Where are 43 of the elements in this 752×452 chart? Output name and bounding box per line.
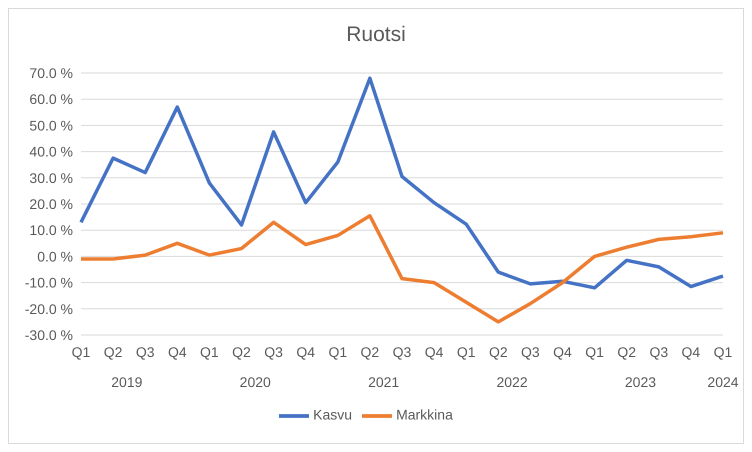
x-tick-label: Q3 [264,344,284,360]
y-tick-label: -30.0 % [24,326,73,343]
y-tick-label: 40.0 % [29,144,73,160]
line-series [79,214,725,324]
legend-label: Markkina [396,406,453,423]
y-tick-label: 20.0 % [29,196,73,212]
x-tick-label: Q2 [232,344,252,360]
text: 2019 [111,374,143,390]
x-tick-label: Q4 [553,344,572,360]
text: 2023 [624,374,656,390]
x-tick-label: Q1 [714,344,733,360]
legend-label: Kasvu [313,406,352,423]
y-tick-label: 50.0 % [29,117,73,134]
x-tick-label: Q2 [488,344,508,360]
y-tick-label: 70.0 % [29,64,73,81]
y-tick-label: 10.0 % [29,222,73,238]
x-tick-label: Q2 [617,344,636,360]
x-tick-label: Q1 [456,344,476,360]
x-tick-label: Q1 [328,344,348,360]
x-tick-label: Q1 [72,344,91,360]
x-tick-label: Q3 [392,344,412,360]
x-tick-label: Q4 [168,344,187,360]
text: 2020 [240,374,272,390]
x-tick-label: Q4 [424,344,444,360]
y-tick-label: 30.0 % [29,170,73,186]
x-tick-label: Q3 [649,344,668,360]
text: 2021 [368,374,400,390]
x-tick-label: Q1 [200,344,219,360]
x-tick-label: Q3 [521,344,540,360]
chart-title: Ruotsi [345,22,407,48]
line-series [79,76,725,290]
x-tick-label: Q2 [104,344,123,360]
x-tick-label: Q3 [136,344,155,360]
y-tick-label: -20.0 % [24,300,73,317]
x-tick-label: Q1 [585,344,604,360]
y-tick-label: 0.0 % [37,248,73,264]
x-tick-label: Q2 [360,344,380,360]
x-tick-label: Q4 [296,344,316,360]
x-tick-label: Q4 [682,344,700,360]
y-tick-label: -10.0 % [24,274,73,291]
text: 2024 [707,374,739,390]
text: 2022 [496,374,528,390]
y-tick-label: 60.0 % [29,91,73,108]
